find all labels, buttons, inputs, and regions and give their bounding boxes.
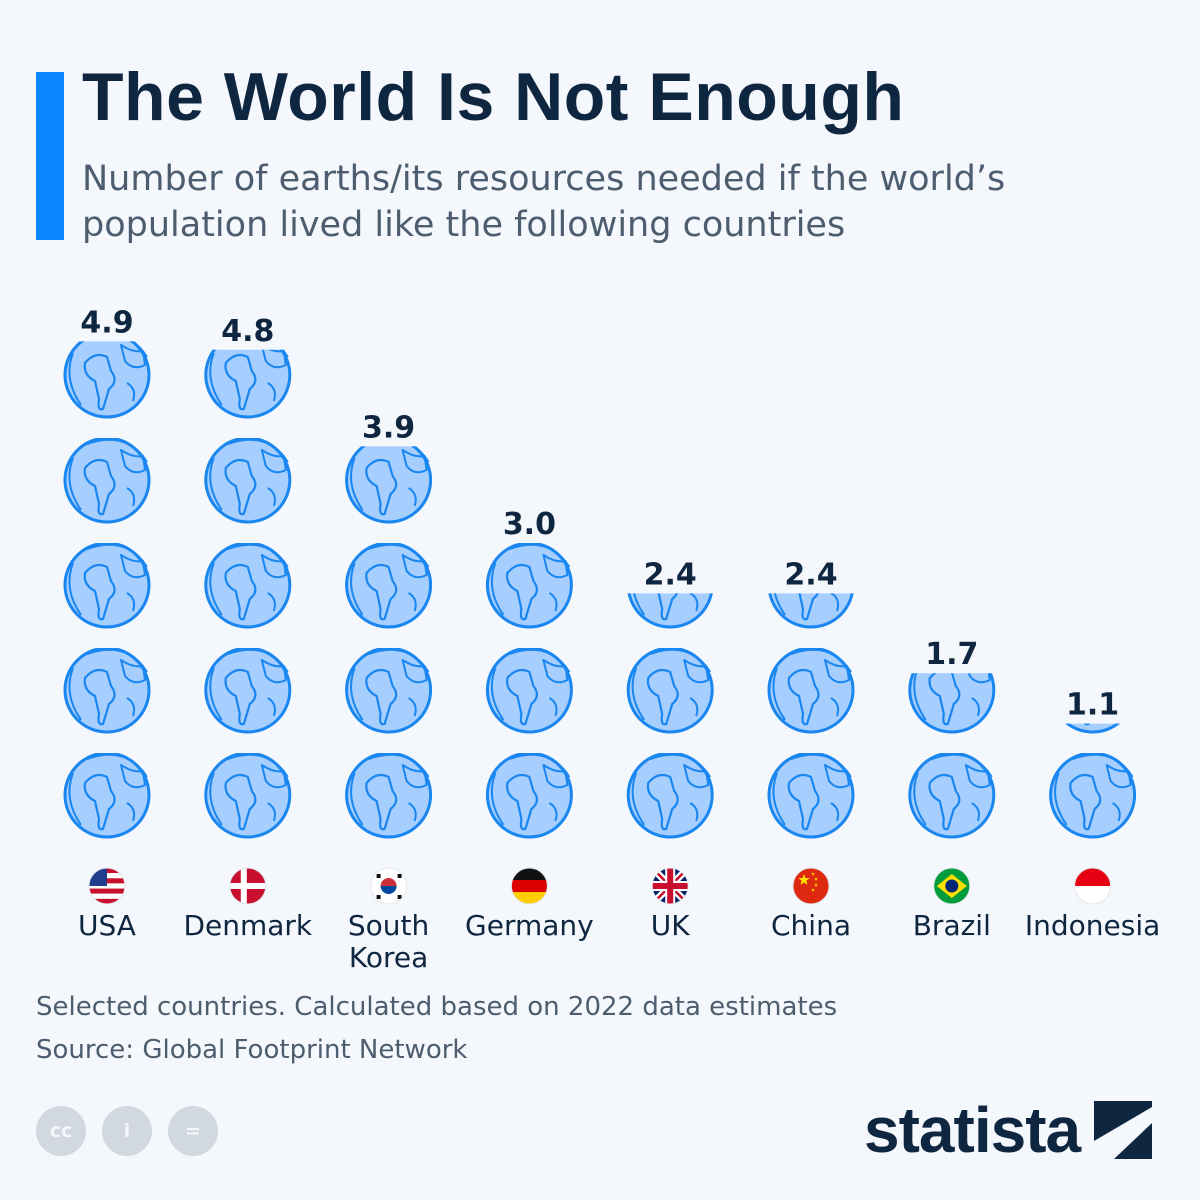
page-subtitle: Number of earths/its resources needed if… [82, 159, 1006, 245]
category-label: Germany [465, 909, 594, 942]
globe-south-korea [345, 648, 433, 734]
title-accent-bar [36, 72, 64, 240]
globe-china [767, 648, 855, 734]
category-label: South [348, 909, 429, 942]
license-icons: cc i = [36, 1106, 218, 1156]
footer-source: Source: Global Footprint Network [36, 1035, 468, 1065]
value-label: 4.8 [221, 314, 274, 349]
category-label: Korea [349, 941, 428, 974]
value-label: 3.0 [503, 507, 556, 542]
category-label: Indonesia [1025, 909, 1160, 942]
globe-germany [485, 648, 573, 734]
partial-globe-indonesia [1064, 723, 1121, 734]
value-label: 3.9 [362, 410, 415, 445]
page-title: The World Is Not Enough [82, 59, 905, 135]
globe-denmark [204, 543, 292, 629]
globe-denmark [204, 648, 292, 734]
partial-globe-china [768, 593, 854, 629]
footer-note: Selected countries. Calculated based on … [36, 992, 838, 1022]
globe-usa [63, 648, 151, 734]
globe-china [767, 753, 855, 839]
germany-flag-icon [511, 868, 548, 904]
brazil-flag-icon [933, 868, 970, 904]
brand-name: statista [864, 1094, 1081, 1166]
south-korea-flag-icon [370, 868, 407, 904]
value-label: 2.4 [644, 557, 697, 592]
value-label: 1.7 [925, 637, 978, 672]
china-flag-icon [793, 868, 829, 904]
globe-south-korea [345, 543, 433, 629]
globe-denmark [204, 753, 292, 839]
globe-denmark [204, 438, 292, 524]
globe-germany [485, 543, 573, 629]
value-label: 1.1 [1066, 688, 1119, 723]
category-label: USA [78, 909, 136, 942]
globe-usa [63, 543, 151, 629]
globe-germany [485, 753, 573, 839]
category-label: UK [651, 909, 690, 942]
uk-flag-icon [652, 868, 689, 904]
globe-south-korea [345, 753, 433, 839]
value-label: 4.9 [80, 305, 133, 340]
value-label: 2.4 [784, 557, 837, 592]
partial-globe-south-korea [345, 446, 433, 524]
category-label: China [771, 909, 851, 942]
globe-uk [626, 753, 714, 839]
no-derivatives-icon[interactable]: = [168, 1106, 218, 1156]
globe-uk [626, 648, 714, 734]
denmark-flag-icon [229, 868, 266, 904]
globe-usa [63, 753, 151, 839]
creative-commons-icon[interactable]: cc [36, 1106, 86, 1156]
partial-globe-denmark [204, 349, 292, 419]
attribution-icon[interactable]: i [102, 1106, 152, 1156]
statista-logo[interactable]: statista [864, 1094, 1153, 1166]
usa-flag-icon [89, 868, 125, 904]
partial-globe-brazil [908, 673, 996, 734]
statista-mark-icon [1094, 1101, 1153, 1159]
partial-globe-usa [63, 341, 151, 419]
globe-usa [63, 438, 151, 524]
category-label: Denmark [183, 909, 312, 942]
globe-brazil [908, 753, 996, 839]
indonesia-flag-icon [1074, 868, 1111, 904]
partial-globe-uk [627, 593, 713, 629]
category-label: Brazil [913, 909, 991, 942]
globe-indonesia [1049, 753, 1137, 839]
